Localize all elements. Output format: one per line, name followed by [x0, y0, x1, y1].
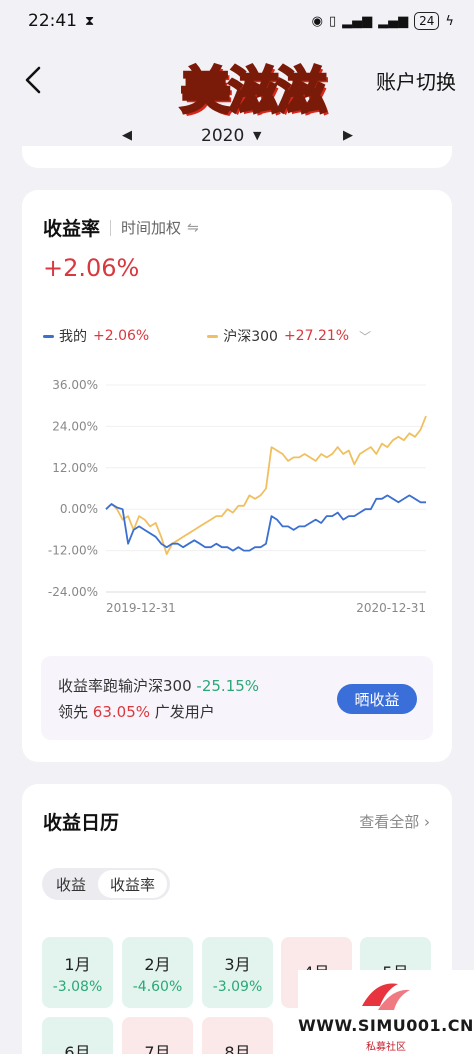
month-cell[interactable]: 2月 -4.60%: [122, 937, 193, 1008]
chart-legend: 我的 +2.06% 沪深300 +27.21% ﹀: [43, 326, 371, 346]
legend-swatch-mine: [43, 334, 54, 338]
swap-icon[interactable]: ⇋: [187, 219, 199, 236]
month-name: 3月: [224, 954, 251, 974]
back-arrow-icon: [25, 66, 41, 94]
signal-icon-2: ▂▄▆: [378, 13, 409, 29]
returns-title-row: 收益率 时间加权 ⇋: [43, 214, 199, 241]
status-icons: ◉ ▯ ▂▄▆ ▂▄▆ 24 ϟ: [312, 12, 454, 30]
returns-title: 收益率: [43, 218, 101, 240]
legend-value-benchmark: +27.21%: [283, 328, 350, 344]
series-line: [105, 494, 426, 552]
month-name: 2月: [144, 954, 171, 974]
divider: [110, 219, 112, 236]
month-cell[interactable]: 1月 -3.08%: [42, 937, 113, 1008]
lead-suffix: 广发用户: [154, 703, 215, 721]
watermark-url: WWW.SIMU001.CN: [298, 1016, 474, 1035]
status-bar: 22:41 ⧗ ◉ ▯ ▂▄▆ ▂▄▆ 24 ϟ: [0, 0, 474, 42]
battery-icon: 24: [414, 12, 440, 30]
prev-year-icon[interactable]: ◀: [122, 128, 132, 143]
next-year-icon[interactable]: ▶: [343, 128, 353, 143]
calendar-toggle: 收益 收益率: [42, 868, 170, 900]
calendar-title: 收益日历: [43, 812, 120, 834]
legend-name-benchmark[interactable]: 沪深300: [223, 329, 278, 345]
month-name: 7月: [144, 1042, 171, 1054]
month-value: -3.08%: [52, 978, 103, 995]
series-line: [105, 415, 427, 556]
chevron-right-icon: ›: [424, 813, 430, 831]
compare-line-benchmark: 收益率跑输沪深300 -25.15%: [58, 675, 259, 696]
legend-value-mine: +2.06%: [93, 328, 150, 344]
watermark-subtitle: 私募社区: [366, 1042, 406, 1053]
y-tick-label: 12.00%: [52, 461, 98, 475]
month-cell[interactable]: 6月: [42, 1017, 113, 1054]
summary-card-bottom: [22, 146, 452, 168]
month-cell[interactable]: 8月: [202, 1017, 273, 1054]
y-tick-label: -12.00%: [48, 544, 98, 558]
account-switch-button[interactable]: 账户切换: [376, 70, 456, 94]
compare-line-users: 领先 63.05% 广发用户: [58, 701, 215, 722]
nav-bar: 美滋滋 账户切换: [0, 48, 474, 122]
weight-mode-label[interactable]: 时间加权: [121, 219, 182, 237]
hourglass-icon: ⧗: [85, 13, 95, 29]
toggle-rate[interactable]: 收益率: [98, 870, 168, 898]
watermark-logo-icon: [362, 983, 410, 1010]
returns-card: 收益率 时间加权 ⇋ +2.06% 我的 +2.06% 沪深300 +27.21…: [22, 190, 452, 762]
logo: 美滋滋: [179, 61, 328, 122]
toggle-amount[interactable]: 收益: [56, 875, 87, 894]
lead-value: 63.05%: [92, 703, 150, 721]
signal-icon: ▂▄▆: [342, 13, 373, 29]
compare-box: 收益率跑输沪深300 -25.15% 领先 63.05% 广发用户 晒收益: [41, 656, 433, 740]
view-all-link[interactable]: 查看全部 ›: [359, 811, 430, 832]
month-name: 8月: [224, 1042, 251, 1054]
month-cell[interactable]: 3月 -3.09%: [202, 937, 273, 1008]
month-cell[interactable]: 7月: [122, 1017, 193, 1054]
month-name: 6月: [64, 1042, 91, 1054]
month-value: -4.60%: [132, 978, 183, 995]
lead-prefix: 领先: [58, 703, 89, 721]
charging-icon: ϟ: [445, 13, 454, 29]
year-selector: ◀ 2020 ▼ ▶: [0, 126, 474, 150]
month-name: 1月: [64, 954, 91, 974]
legend-swatch-benchmark: [207, 334, 219, 338]
y-tick-label: 0.00%: [60, 502, 98, 516]
year-label[interactable]: 2020: [201, 126, 245, 146]
vibrate-icon: ▯: [328, 13, 337, 29]
month-value: -3.09%: [212, 978, 263, 995]
y-tick-label: 36.00%: [52, 378, 98, 392]
x-tick-label: 2020-12-31: [356, 601, 426, 615]
back-button[interactable]: [18, 62, 48, 98]
returns-chart[interactable]: 36.00% 24.00% 12.00% 0.00% -12.00% -24.00% 201…: [22, 370, 452, 620]
eye-icon: ◉: [311, 13, 323, 29]
x-tick-label: 2019-12-31: [106, 601, 176, 615]
compare-prefix: 收益率跑输沪深300: [58, 677, 192, 695]
caret-down-icon[interactable]: ▼: [253, 129, 262, 142]
status-time: 22:41: [28, 11, 77, 31]
chevron-down-icon[interactable]: ﹀: [359, 329, 372, 344]
y-tick-label: 24.00%: [52, 419, 98, 433]
view-all-label: 查看全部: [359, 813, 420, 831]
share-returns-button[interactable]: 晒收益: [337, 684, 417, 714]
legend-name-mine: 我的: [59, 329, 87, 345]
watermark: WWW.SIMU001.CN 私募社区: [298, 970, 474, 1054]
compare-diff: -25.15%: [196, 677, 260, 695]
return-value: +2.06%: [43, 254, 140, 282]
y-tick-label: -24.00%: [48, 585, 98, 599]
